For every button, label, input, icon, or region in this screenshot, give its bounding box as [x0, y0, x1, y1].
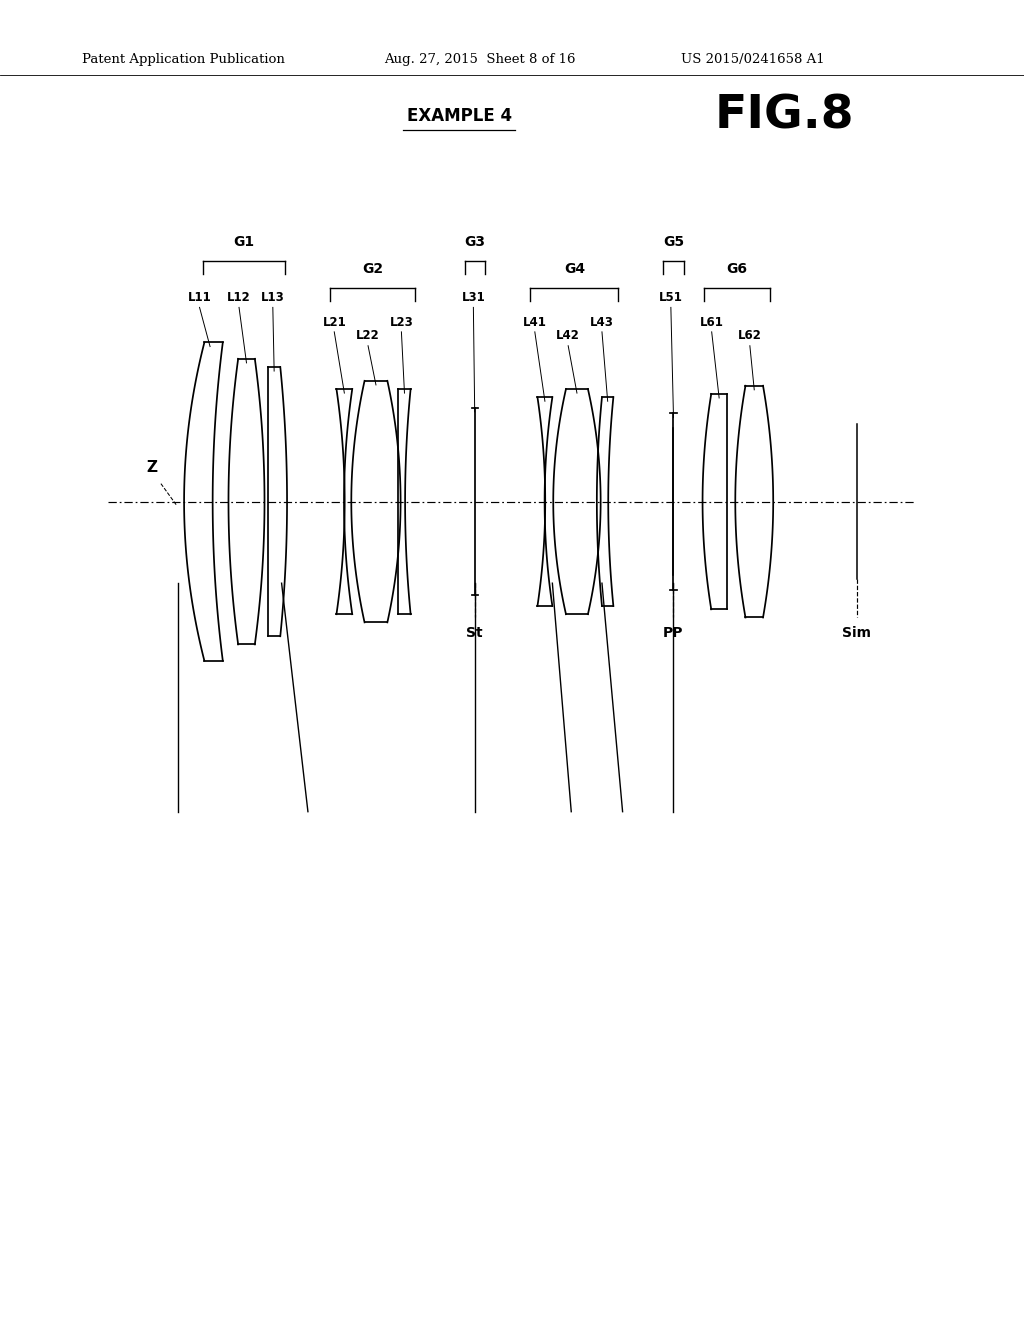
Text: St: St	[466, 626, 483, 640]
Text: L13: L13	[261, 292, 285, 304]
Text: L61: L61	[699, 315, 724, 329]
Text: L12: L12	[227, 292, 251, 304]
Text: G2: G2	[361, 263, 383, 276]
Text: Z: Z	[146, 459, 158, 475]
Text: G4: G4	[564, 263, 585, 276]
Text: G5: G5	[663, 235, 684, 249]
Text: L41: L41	[523, 315, 547, 329]
Text: EXAMPLE 4: EXAMPLE 4	[407, 107, 512, 124]
Text: G1: G1	[233, 235, 254, 249]
Text: L42: L42	[556, 330, 581, 342]
Text: G6: G6	[727, 263, 748, 276]
Text: L11: L11	[187, 292, 211, 304]
Text: L23: L23	[389, 315, 414, 329]
Text: Sim: Sim	[842, 626, 871, 640]
Text: G3: G3	[464, 235, 485, 249]
Text: US 2015/0241658 A1: US 2015/0241658 A1	[681, 53, 824, 66]
Text: Patent Application Publication: Patent Application Publication	[82, 53, 285, 66]
Text: FIG.8: FIG.8	[715, 94, 854, 139]
Text: Aug. 27, 2015  Sheet 8 of 16: Aug. 27, 2015 Sheet 8 of 16	[384, 53, 575, 66]
Text: L51: L51	[658, 292, 683, 304]
Text: L31: L31	[462, 292, 485, 304]
Text: PP: PP	[664, 626, 684, 640]
Text: L62: L62	[738, 330, 762, 342]
Text: L22: L22	[356, 330, 380, 342]
Text: L21: L21	[323, 315, 346, 329]
Text: L43: L43	[590, 315, 614, 329]
